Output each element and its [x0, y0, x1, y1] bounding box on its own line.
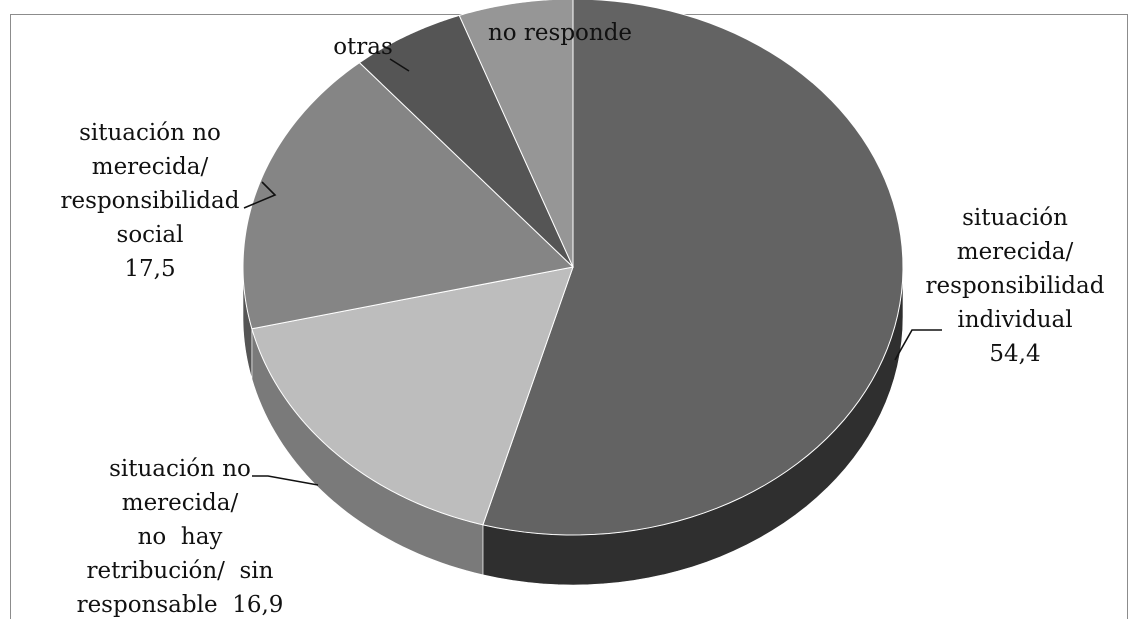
slice-label-4-line-0: no responde [488, 20, 632, 46]
leader-line-0 [894, 329, 942, 361]
pie-labels: situación merecida/responsibilidad individ… [61, 20, 1105, 618]
slice-label-1-line-0: situación no [109, 456, 251, 482]
slice-label-2-line-2: responsibilidad [61, 188, 240, 214]
slice-label-0-line-2: responsibilidad [926, 273, 1105, 299]
slice-label-1-line-1: merecida/ [122, 490, 239, 516]
slice-label-3-line-0: otras [333, 34, 393, 60]
leader-line-1 [252, 475, 319, 486]
pie-slices [242, 0, 904, 536]
slice-label-1-line-3: retribución/ sin [87, 558, 274, 584]
slice-label-1-line-2: no hay [138, 524, 223, 550]
slice-label-0-line-0: situación [962, 205, 1068, 231]
slice-label-2-line-3: social [117, 222, 184, 248]
pie-slice-0 [482, 0, 904, 536]
pie-slice-4 [458, 0, 574, 268]
pie-slice-2 [242, 62, 575, 330]
slice-label-1-line-4: responsable 16,9 [77, 592, 284, 618]
slice-label-0-line-4: 54,4 [989, 341, 1040, 367]
leader-line-2 [243, 181, 277, 209]
slice-label-0-line-1: merecida/ [957, 239, 1074, 265]
pie-slice-3 [358, 14, 574, 268]
slice-label-2-line-1: merecida/ [92, 154, 209, 180]
slice-label-2-line-4: 17,5 [124, 256, 175, 282]
slice-label-0-line-3: individual [957, 307, 1072, 333]
leader-line-3 [389, 58, 410, 72]
pie-slice-1 [251, 266, 574, 526]
slice-label-2-line-0: situación no [79, 120, 221, 146]
